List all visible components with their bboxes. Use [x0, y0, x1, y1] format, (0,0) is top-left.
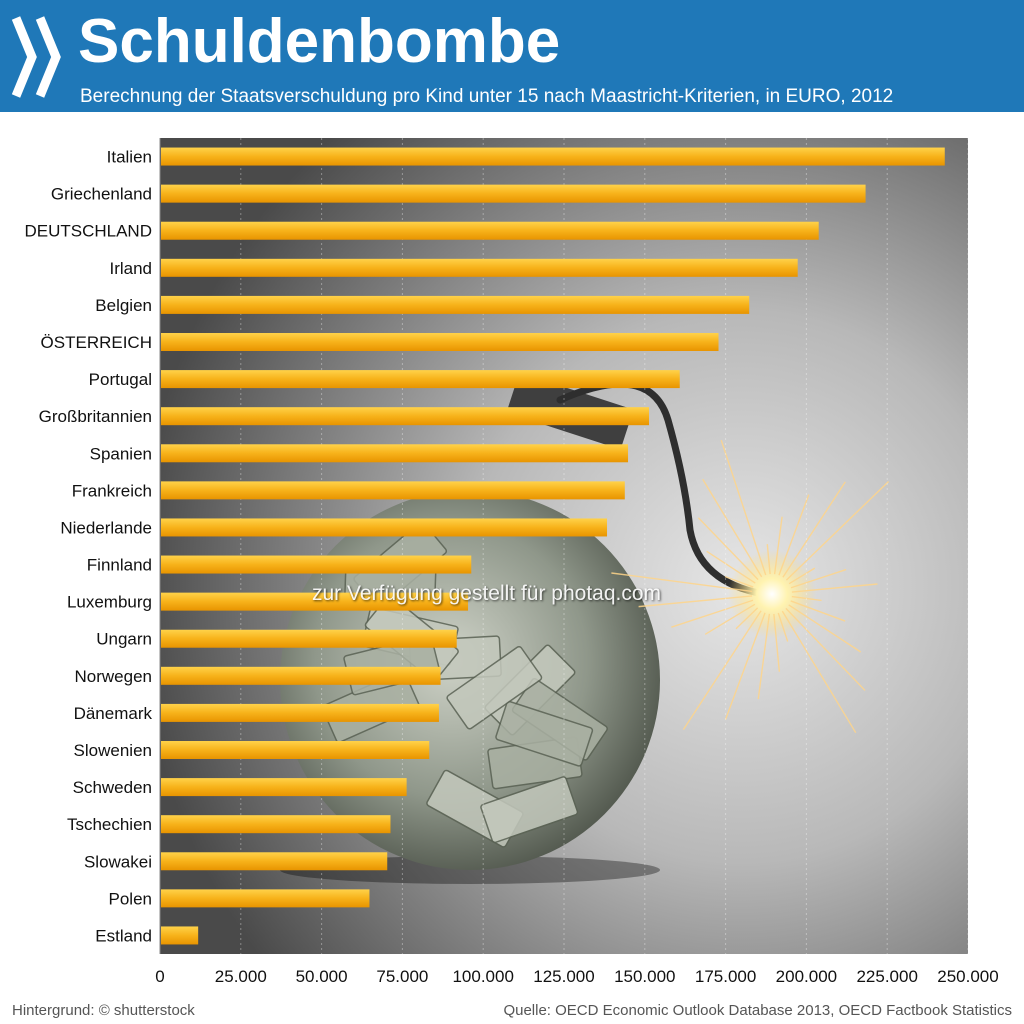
bar [161, 852, 388, 871]
bar [161, 592, 469, 611]
spark-ray [785, 481, 890, 581]
page-subtitle: Berechnung der Staatsverschuldung pro Ki… [80, 86, 894, 107]
spark-ray [790, 600, 846, 622]
category-label: Luxemburg [67, 593, 152, 612]
bar [161, 444, 629, 463]
x-tick-label: 75.000 [376, 967, 428, 986]
spark-ray [788, 604, 862, 653]
header-banner: Schuldenbombe Berechnung der Staatsversc… [0, 0, 1024, 112]
spark-ray [790, 568, 847, 589]
category-label: Finnland [87, 556, 152, 575]
bar [161, 221, 819, 240]
spark-ray [778, 494, 810, 576]
category-label: Italien [107, 148, 152, 167]
spark-ray [671, 599, 754, 628]
bar [161, 333, 719, 351]
x-tick-label: 125.000 [533, 967, 594, 986]
bar [161, 666, 441, 685]
spark-ray [702, 478, 763, 578]
category-label: Estland [95, 926, 152, 945]
spark-glow [728, 550, 816, 638]
category-label: Slowakei [84, 852, 152, 871]
bar [161, 147, 945, 166]
category-label: Frankreich [72, 481, 152, 500]
category-label: Tschechien [67, 815, 152, 834]
x-tick-label: 225.000 [856, 967, 917, 986]
bar [161, 258, 798, 277]
spark-ray [611, 572, 753, 593]
spark-ray [720, 439, 767, 576]
banknote [480, 776, 579, 844]
spark-ray [785, 607, 866, 691]
spark-ray [766, 544, 771, 575]
x-tick-label: 0 [155, 967, 164, 986]
spark-ray [773, 613, 781, 672]
category-label: Schweden [73, 778, 152, 797]
x-tick-label: 200.000 [776, 967, 837, 986]
x-tick-label: 50.000 [296, 967, 348, 986]
spark-ray [773, 516, 783, 575]
spark-ray [638, 595, 753, 608]
spark-ray [735, 607, 759, 630]
category-label: Spanien [90, 444, 152, 463]
spark-ray [682, 610, 762, 730]
spark-ray [757, 613, 771, 700]
x-tick-label: 250.000 [937, 967, 998, 986]
banknote [495, 700, 594, 767]
bar [161, 407, 650, 426]
category-label: Slowenien [74, 741, 152, 760]
category-label: Großbritannien [39, 407, 152, 426]
page-title: Schuldenbombe [78, 7, 561, 76]
banknote [446, 645, 543, 730]
category-label: Griechenland [51, 185, 152, 204]
spark-ray [781, 610, 857, 734]
spark-ray [777, 612, 789, 642]
bar [161, 778, 407, 797]
bar [161, 184, 866, 203]
spark-ray [782, 481, 846, 578]
spark-ray [791, 583, 878, 593]
background-credit: Hintergrund: © shutterstock [12, 1002, 195, 1019]
spark-ray [791, 595, 822, 602]
x-tick-label: 175.000 [695, 967, 756, 986]
bar [161, 629, 457, 648]
category-label: Ungarn [96, 630, 152, 649]
x-tick-label: 100.000 [452, 967, 513, 986]
bar [161, 889, 370, 908]
bar [161, 815, 391, 834]
bar [161, 295, 750, 314]
bar [161, 518, 608, 537]
spark-ray [706, 550, 756, 584]
bar [161, 741, 430, 759]
source-note: Quelle: OECD Economic Outlook Database 2… [503, 1002, 1012, 1019]
spark-ray [697, 517, 759, 581]
bar [161, 703, 439, 722]
category-label: Polen [109, 889, 152, 908]
x-tick-label: 150.000 [614, 967, 675, 986]
category-label: Irland [109, 259, 152, 278]
category-label: DEUTSCHLAND [24, 222, 152, 241]
category-label: ÖSTERREICH [41, 333, 152, 352]
watermark-text: zur Verfügung gestellt für photaq.com [312, 582, 662, 605]
spark-ray [704, 603, 756, 635]
category-label: Dänemark [74, 704, 153, 723]
category-label: Norwegen [75, 667, 153, 686]
x-tick-label: 25.000 [215, 967, 267, 986]
bar [161, 481, 625, 500]
category-label: Portugal [89, 370, 152, 389]
category-label: Belgien [95, 296, 152, 315]
bar [161, 555, 472, 574]
oecd-logo-icon [11, 16, 61, 98]
spark-ray [788, 567, 816, 585]
category-label: Niederlande [60, 518, 152, 537]
bar [161, 926, 199, 945]
bar [161, 370, 680, 389]
spark-ray [724, 612, 766, 720]
spark-ray [724, 575, 754, 588]
